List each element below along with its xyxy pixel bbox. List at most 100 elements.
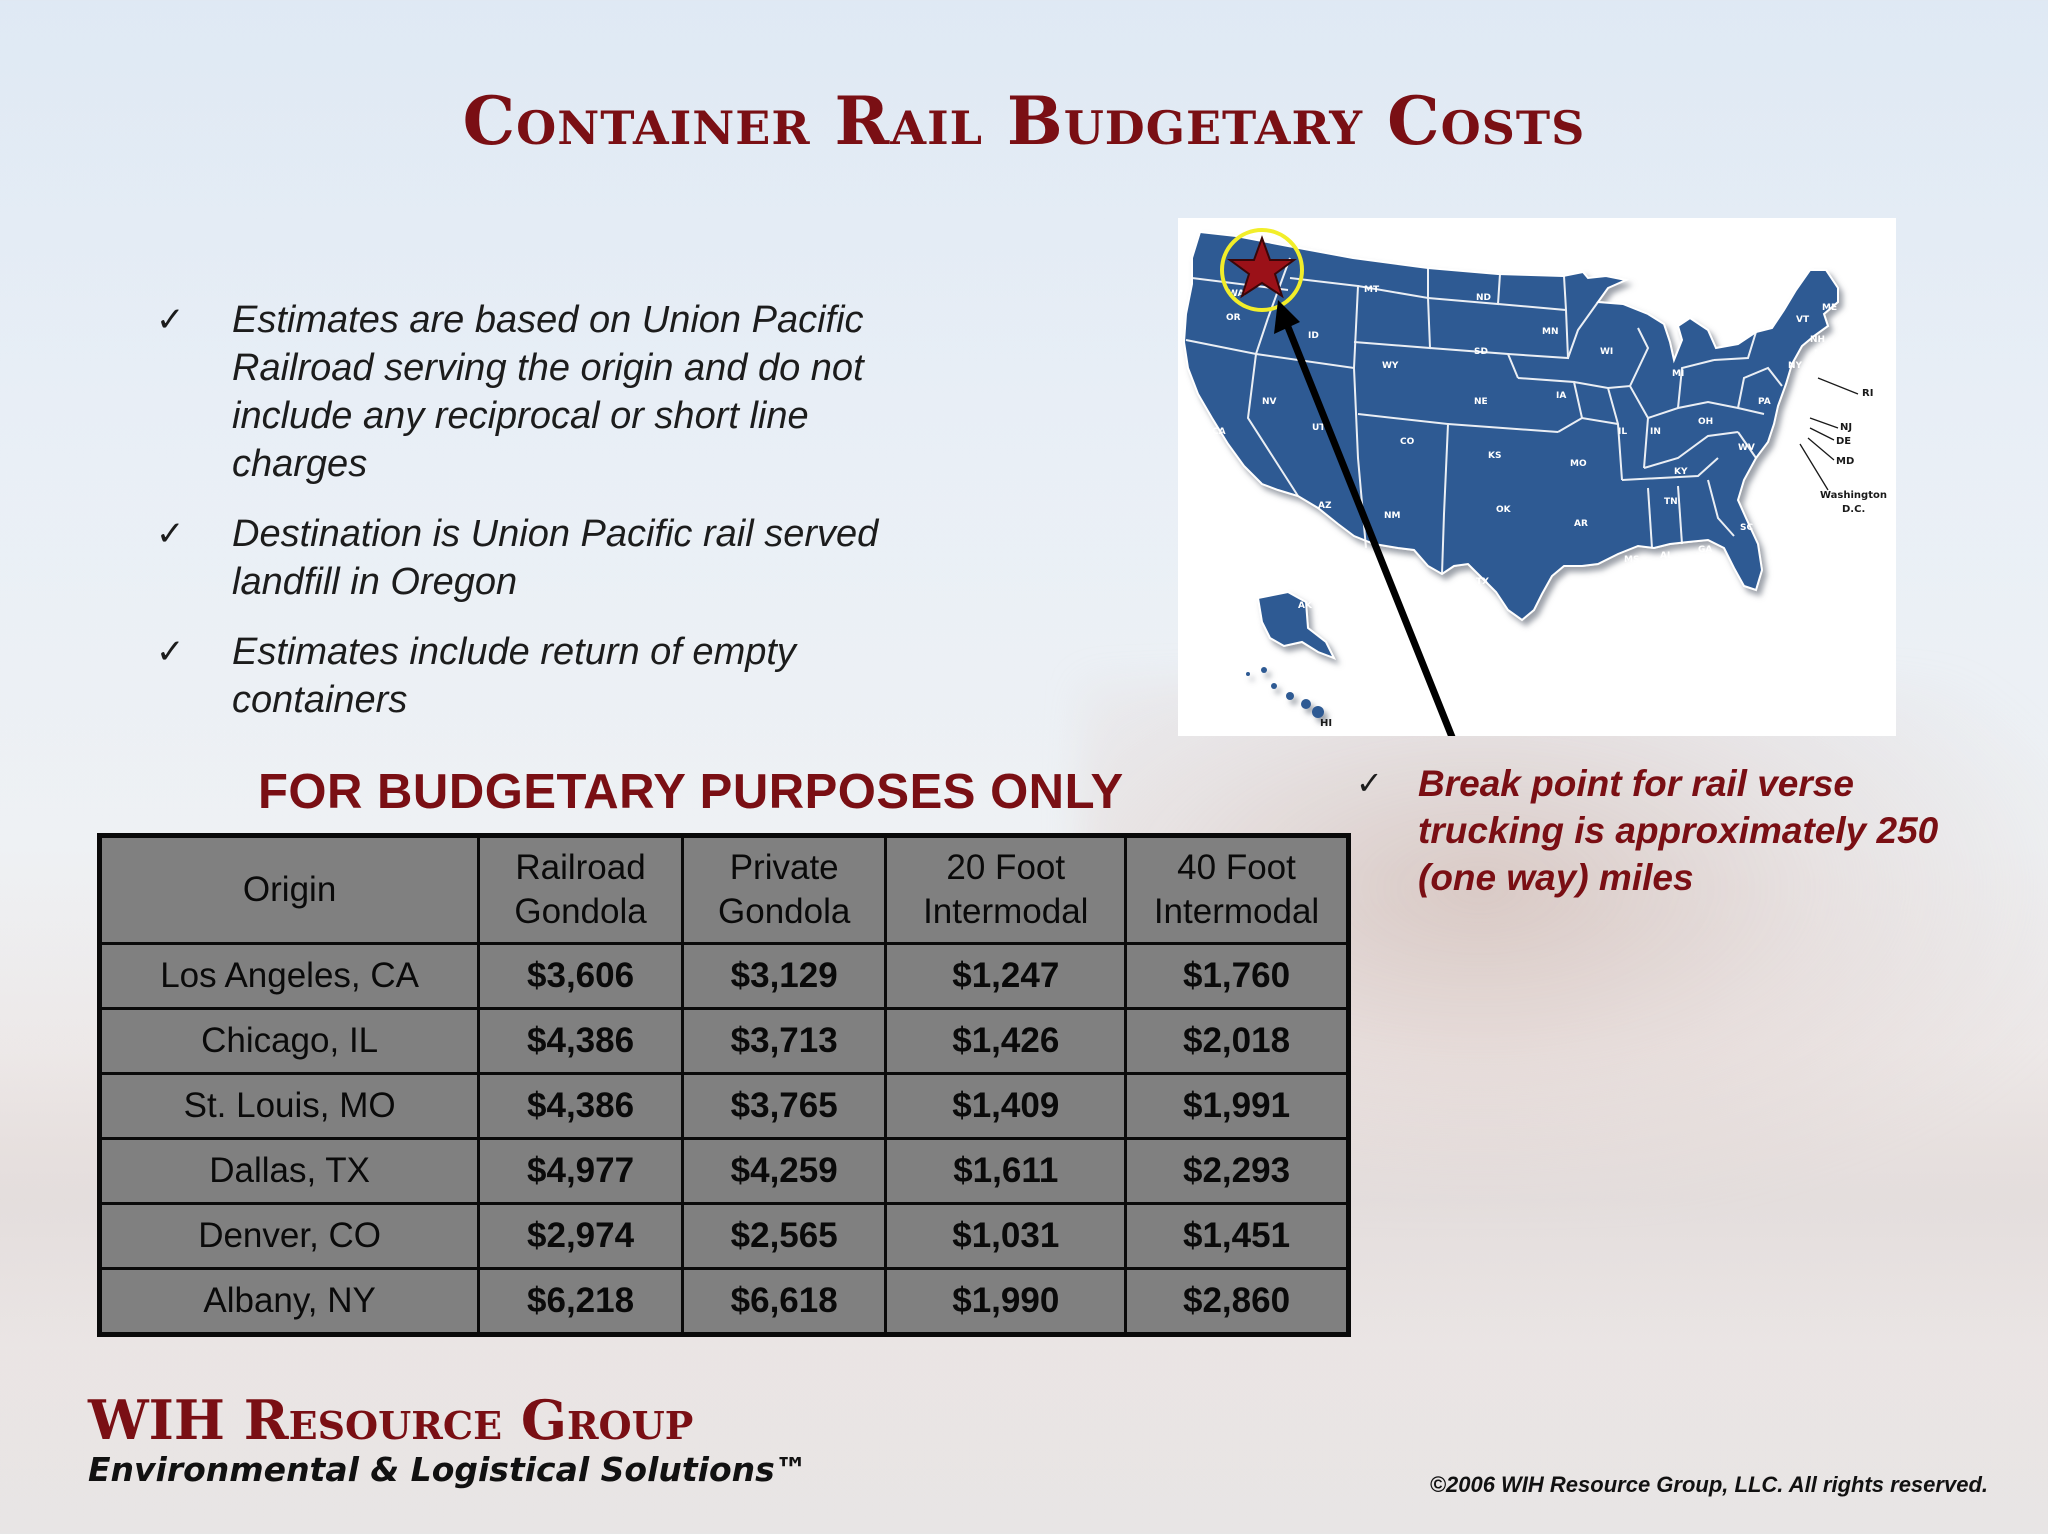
cost-cell: $2,565 xyxy=(680,1202,888,1270)
table-header-row: Origin Railroad Gondola Private Gondola 20… xyxy=(97,834,1350,945)
bullet-text: Destination is Union Pacific rail served… xyxy=(232,513,879,603)
header-private-gondola: Private Gondola xyxy=(680,834,888,945)
svg-text:NM: NM xyxy=(1384,511,1401,521)
svg-text:IA: IA xyxy=(1556,391,1566,401)
svg-text:GA: GA xyxy=(1698,545,1712,555)
cost-cell: $2,293 xyxy=(1124,1137,1350,1205)
svg-text:AR: AR xyxy=(1574,519,1588,529)
bullet-item: ✓ Destination is Union Pacific rail serv… xyxy=(150,510,950,606)
svg-text:OR: OR xyxy=(1226,313,1241,323)
svg-text:MA: MA xyxy=(1814,349,1830,359)
checkmark-icon: ✓ xyxy=(156,300,185,340)
cost-cell: $1,031 xyxy=(884,1202,1128,1270)
svg-text:NJ: NJ xyxy=(1840,422,1852,433)
svg-text:D.C.: D.C. xyxy=(1842,504,1865,515)
svg-text:KY: KY xyxy=(1674,467,1688,477)
svg-text:AK: AK xyxy=(1298,601,1313,611)
svg-text:WA: WA xyxy=(1228,289,1245,299)
svg-text:TX: TX xyxy=(1476,577,1489,587)
svg-text:ID: ID xyxy=(1308,331,1319,341)
cost-cell: $3,713 xyxy=(680,1007,888,1075)
bullet-item: ✓ Estimates include return of empty cont… xyxy=(150,628,950,724)
checkmark-icon: ✓ xyxy=(1356,764,1383,802)
origin-cell: Chicago, IL xyxy=(97,1007,481,1075)
svg-text:NV: NV xyxy=(1262,397,1277,407)
svg-text:MS: MS xyxy=(1624,555,1639,565)
budgetary-heading: FOR BUDGETARY PURPOSES ONLY xyxy=(258,765,1124,819)
svg-text:NH: NH xyxy=(1810,335,1825,345)
svg-text:SC: SC xyxy=(1740,523,1753,533)
note-item: ✓ Break point for rail verse trucking is… xyxy=(1352,760,1972,901)
cost-cell: $1,990 xyxy=(884,1267,1128,1336)
cost-table: Origin Railroad Gondola Private Gondola 20… xyxy=(97,833,1351,1337)
company-name: WIH Resource Group xyxy=(88,1388,694,1452)
cost-cell: $4,386 xyxy=(477,1072,684,1140)
svg-text:CA: CA xyxy=(1212,427,1226,437)
slide-title: Container Rail Budgetary Costs xyxy=(462,82,1586,160)
svg-text:OK: OK xyxy=(1496,505,1512,515)
svg-text:WI: WI xyxy=(1600,347,1613,357)
header-40-foot-intermodal: 40 Foot Intermodal xyxy=(1124,834,1350,945)
cost-cell: $1,426 xyxy=(884,1007,1128,1075)
cost-cell: $6,218 xyxy=(477,1267,684,1336)
cost-cell: $3,606 xyxy=(477,942,684,1010)
svg-text:OH: OH xyxy=(1698,417,1713,427)
origin-cell: Dallas, TX xyxy=(97,1137,481,1205)
state-labels: MT ND SD NE KS OK TX MN IA MO AR LA WI I… xyxy=(1212,285,1837,625)
cost-cell: $3,765 xyxy=(680,1072,888,1140)
svg-text:TN: TN xyxy=(1664,497,1678,507)
svg-text:IN: IN xyxy=(1650,427,1661,437)
svg-text:VT: VT xyxy=(1796,315,1810,325)
header-railroad-gondola: Railroad Gondola xyxy=(477,834,684,945)
cost-cell: $3,129 xyxy=(680,942,888,1010)
svg-text:WV: WV xyxy=(1738,443,1755,453)
svg-text:NE: NE xyxy=(1474,397,1488,407)
origin-cell: Denver, CO xyxy=(97,1202,481,1270)
svg-text:KS: KS xyxy=(1488,451,1501,461)
svg-text:UT: UT xyxy=(1312,423,1326,433)
star-icon xyxy=(1226,235,1298,299)
break-point-note: ✓ Break point for rail verse trucking is… xyxy=(1352,760,1972,901)
table-row: Chicago, IL $4,386 $3,713 $1,426 $2,018 xyxy=(97,1007,1350,1075)
svg-text:AL: AL xyxy=(1660,551,1673,561)
svg-text:MO: MO xyxy=(1570,459,1587,469)
svg-text:RI: RI xyxy=(1862,388,1873,399)
cost-cell: $4,386 xyxy=(477,1007,684,1075)
cost-cell: $1,409 xyxy=(884,1072,1128,1140)
svg-text:MD: MD xyxy=(1836,456,1854,467)
table-row: Denver, CO $2,974 $2,565 $1,031 $1,451 xyxy=(97,1202,1350,1270)
svg-text:CO: CO xyxy=(1400,437,1415,447)
bullet-text: Estimates include return of empty contai… xyxy=(232,631,796,721)
cost-cell: $4,977 xyxy=(477,1137,684,1205)
origin-cell: Los Angeles, CA xyxy=(97,942,481,1010)
cost-cell: $1,611 xyxy=(884,1137,1128,1205)
svg-text:MI: MI xyxy=(1672,369,1684,379)
table-row: St. Louis, MO $4,386 $3,765 $1,409 $1,99… xyxy=(97,1072,1350,1140)
table-row: Dallas, TX $4,977 $4,259 $1,611 $2,293 xyxy=(97,1137,1350,1205)
svg-text:AZ: AZ xyxy=(1318,501,1332,511)
origin-cell: St. Louis, MO xyxy=(97,1072,481,1140)
company-tagline: Environmental & Logistical Solutions™ xyxy=(88,1450,808,1489)
header-origin: Origin xyxy=(97,834,481,945)
table-row: Los Angeles, CA $3,606 $3,129 $1,247 $1,… xyxy=(97,942,1350,1010)
origin-highlight-circle xyxy=(1220,228,1304,312)
callout-labels: RI NJ DE MD Washington D.C. HI xyxy=(1320,377,1887,729)
us-mainland-shape xyxy=(1182,230,1839,622)
svg-text:IL: IL xyxy=(1618,427,1627,437)
us-map: MT ND SD NE KS OK TX MN IA MO AR LA WI I… xyxy=(1178,218,1896,744)
alaska-shape xyxy=(1256,590,1337,660)
svg-text:Washington: Washington xyxy=(1820,490,1887,501)
header-20-foot-intermodal: 20 Foot Intermodal xyxy=(884,834,1128,945)
svg-text:WY: WY xyxy=(1382,361,1399,371)
svg-text:NY: NY xyxy=(1788,361,1803,371)
pointer-arrow xyxy=(1282,320,1458,744)
cost-cell: $2,860 xyxy=(1124,1267,1350,1336)
checkmark-icon: ✓ xyxy=(156,514,185,554)
cost-cell: $1,991 xyxy=(1124,1072,1350,1140)
cost-cell: $1,760 xyxy=(1124,942,1350,1010)
svg-text:MN: MN xyxy=(1542,327,1559,337)
bullet-list: ✓ Estimates are based on Union Pacific R… xyxy=(150,296,950,746)
copyright-notice: ©2006 WIH Resource Group, LLC. All right… xyxy=(1429,1472,1988,1497)
svg-text:SD: SD xyxy=(1474,347,1488,357)
svg-text:HI: HI xyxy=(1320,718,1332,729)
